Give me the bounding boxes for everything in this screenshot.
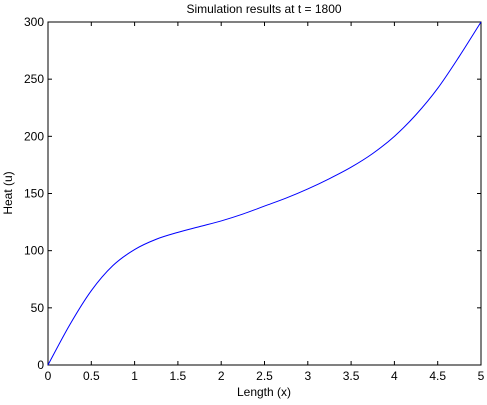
x-tick-label: 4	[391, 369, 398, 383]
x-tick-label: 1.5	[170, 369, 187, 383]
x-tick-label: 3.5	[343, 369, 360, 383]
y-tick-label: 250	[24, 72, 44, 86]
x-tick-label: 2.5	[256, 369, 273, 383]
y-tick-label: 200	[24, 129, 44, 143]
plot-area	[47, 21, 482, 366]
series-line	[47, 21, 482, 366]
series-group	[47, 21, 482, 366]
y-axis-label: Heat (u)	[1, 171, 15, 214]
x-tick-label: 1	[131, 369, 138, 383]
x-tick-label: 5	[478, 369, 485, 383]
y-tick-label: 50	[31, 301, 45, 315]
x-axis-label: Length (x)	[237, 385, 291, 399]
y-tick-label: 300	[24, 15, 44, 29]
x-tick-labels: 0 0.5 1 1.5 2 2.5 3 3.5 4 4.5 5	[45, 369, 485, 383]
y-tick-label: 100	[24, 244, 44, 258]
y-tick-labels: 0 50 100 150 200 250 300	[24, 15, 44, 372]
x-tick-label: 0.5	[83, 369, 100, 383]
chart-title: Simulation results at t = 1800	[186, 2, 341, 16]
x-tick-label: 2	[218, 369, 225, 383]
y-tick-label: 0	[37, 358, 44, 372]
x-tick-label: 0	[45, 369, 52, 383]
x-tick-label: 4.5	[429, 369, 446, 383]
tick-marks	[47, 21, 482, 366]
x-tick-label: 3	[304, 369, 311, 383]
y-tick-label: 150	[24, 187, 44, 201]
